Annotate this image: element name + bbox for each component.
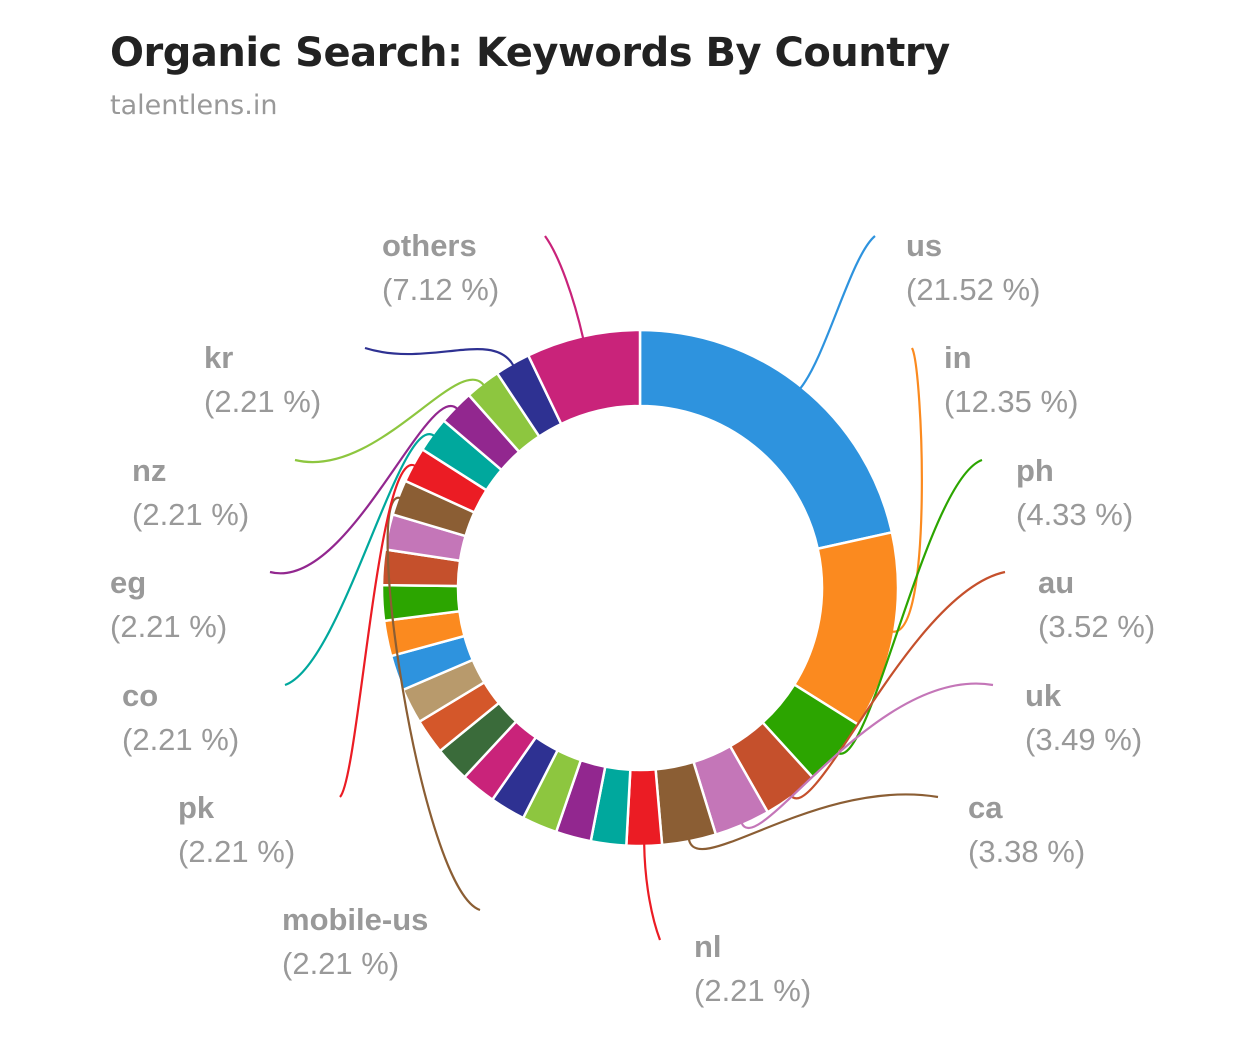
label-name-kr: kr: [204, 340, 233, 375]
leader-line-kr: [364, 346, 515, 367]
slice-nl[interactable]: [624, 767, 664, 848]
chart-title: Organic Search: Keywords By Country: [110, 30, 950, 76]
leader-line-ph: [835, 458, 983, 755]
leader-line-us: [799, 235, 876, 390]
leader-line-ca: [687, 793, 939, 851]
slice-others[interactable]: [526, 328, 642, 426]
label-value-kr: (2.21 %): [204, 384, 321, 419]
leader-line-in: [892, 347, 923, 633]
chart-subtitle: talentlens.in: [110, 90, 278, 121]
leader-line-uk: [740, 682, 994, 830]
leader-line-nz: [294, 378, 485, 464]
label-name-nz: nz: [132, 453, 166, 488]
label-name-us: us: [906, 228, 942, 263]
label-value-ph: (4.33 %): [1016, 497, 1133, 532]
label-value-others: (7.12 %): [382, 272, 499, 307]
label-name-others: others: [382, 228, 477, 263]
label-value-eg: (2.21 %): [110, 609, 227, 644]
label-name-eg: eg: [110, 565, 146, 600]
label-name-uk: uk: [1025, 678, 1062, 713]
label-value-co: (2.21 %): [122, 722, 239, 757]
label-value-mobile-us: (2.21 %): [282, 946, 399, 981]
label-name-mobile-us: mobile-us: [282, 902, 428, 937]
leader-line-eg: [269, 404, 458, 575]
label-value-nl: (2.21 %): [694, 973, 811, 1008]
label-name-ph: ph: [1016, 453, 1054, 488]
label-name-pk: pk: [178, 790, 215, 825]
leader-line-au: [789, 570, 1006, 800]
leader-line-co: [284, 433, 435, 687]
label-name-nl: nl: [694, 929, 722, 964]
label-value-us: (21.52 %): [906, 272, 1040, 307]
label-value-uk: (3.49 %): [1025, 722, 1142, 757]
label-value-au: (3.52 %): [1038, 609, 1155, 644]
label-name-ca: ca: [968, 790, 1003, 825]
leader-line-nl: [643, 843, 662, 941]
slice-us[interactable]: [638, 328, 894, 551]
leader-line-pk: [339, 464, 416, 798]
leader-line-others: [544, 235, 585, 339]
label-name-in: in: [944, 340, 972, 375]
label-value-ca: (3.38 %): [968, 834, 1085, 869]
label-value-in: (12.35 %): [944, 384, 1078, 419]
label-name-co: co: [122, 678, 158, 713]
label-value-nz: (2.21 %): [132, 497, 249, 532]
label-name-au: au: [1038, 565, 1074, 600]
label-value-pk: (2.21 %): [178, 834, 295, 869]
